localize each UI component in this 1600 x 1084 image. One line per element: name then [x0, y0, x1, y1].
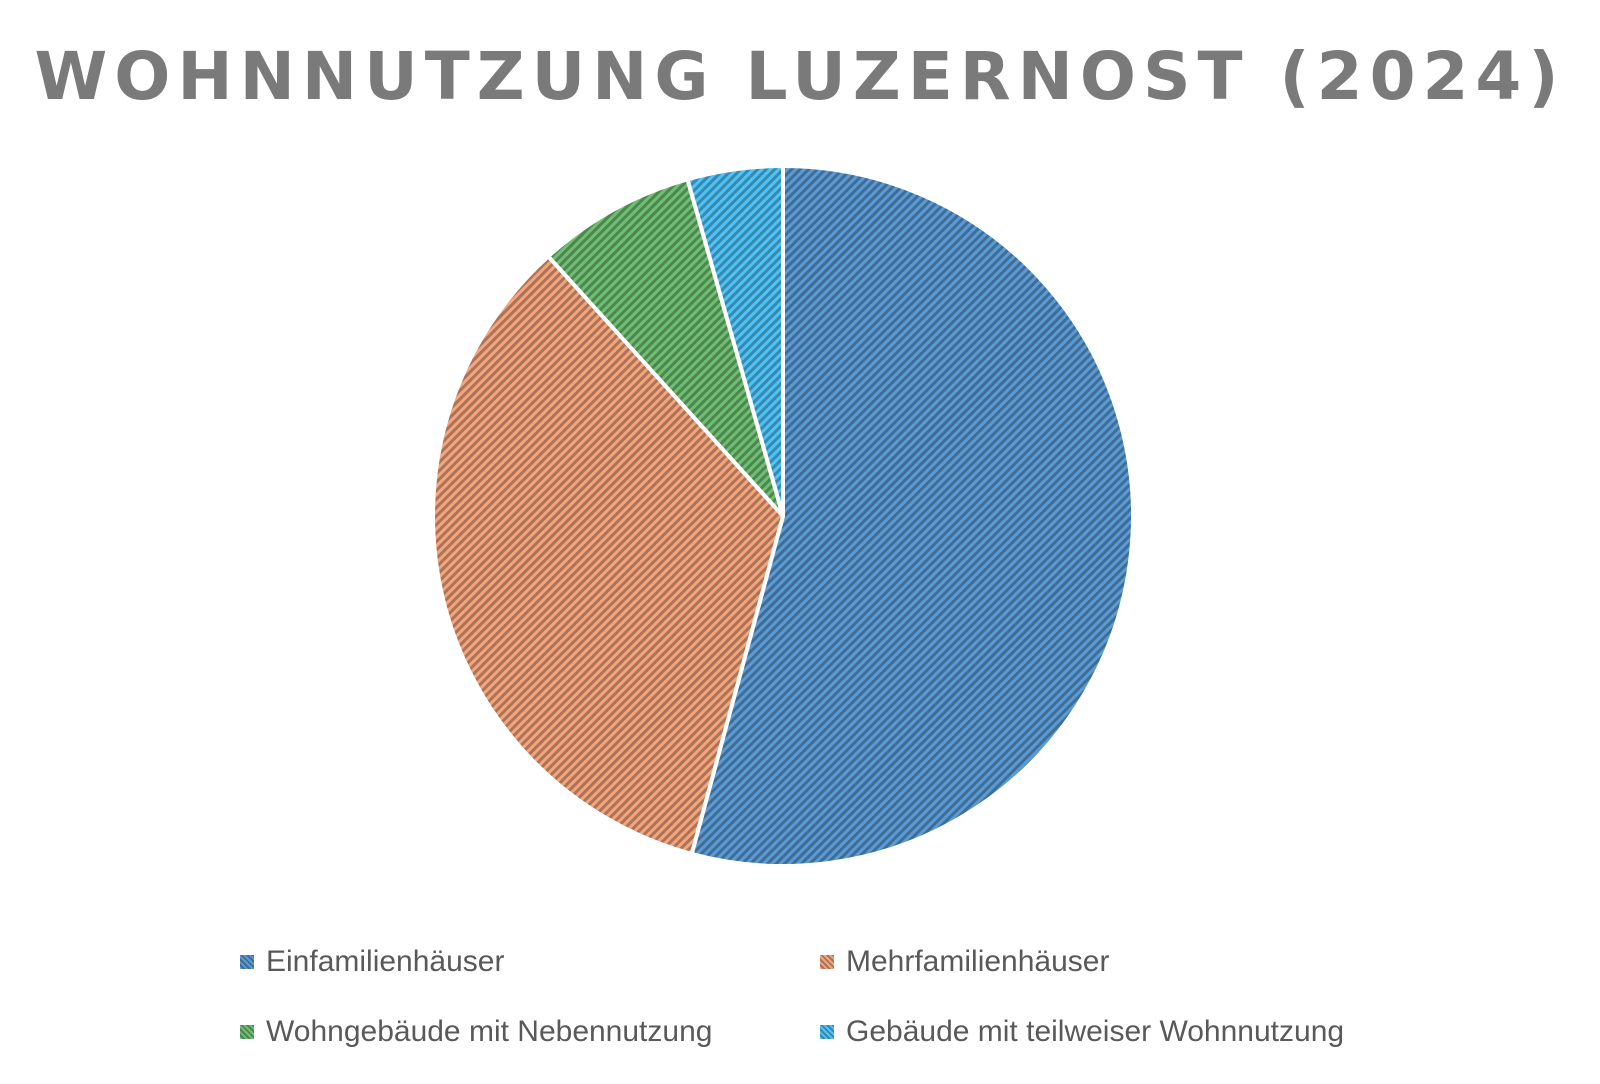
- chart-title: WOHNNUTZUNG LUZERNOST (2024): [34, 38, 1566, 115]
- legend-item-einfamilienhaeuser: Einfamilienhäuser: [240, 945, 820, 979]
- pie-slice-1: [689, 164, 1135, 868]
- legend-label: Gebäude mit teilweiser Wohnnutzung: [846, 1015, 1345, 1048]
- pie-slice-4: [685, 164, 785, 518]
- legend: Einfamilienhäuser Mehrfamilienhäuser Woh…: [240, 945, 1440, 1049]
- legend-swatch: [820, 955, 834, 969]
- legend-item-wohngebaeude-nebennutzung: Wohngebäude mit Nebennutzung: [240, 1015, 820, 1049]
- legend-swatch: [240, 1025, 254, 1039]
- pie-slice-3: [546, 177, 785, 518]
- legend-swatch: [820, 1025, 834, 1039]
- legend-item-mehrfamilienhaeuser: Mehrfamilienhäuser: [820, 945, 1440, 979]
- legend-swatch: [240, 955, 254, 969]
- legend-label: Einfamilienhäuser: [266, 945, 505, 978]
- legend-label: Wohngebäude mit Nebennutzung: [266, 1015, 713, 1048]
- legend-item-teilweise-wohnnutzung: Gebäude mit teilweiser Wohnnutzung: [820, 1015, 1440, 1049]
- legend-label: Mehrfamilienhäuser: [846, 945, 1110, 978]
- pie-slice-2: [431, 254, 785, 856]
